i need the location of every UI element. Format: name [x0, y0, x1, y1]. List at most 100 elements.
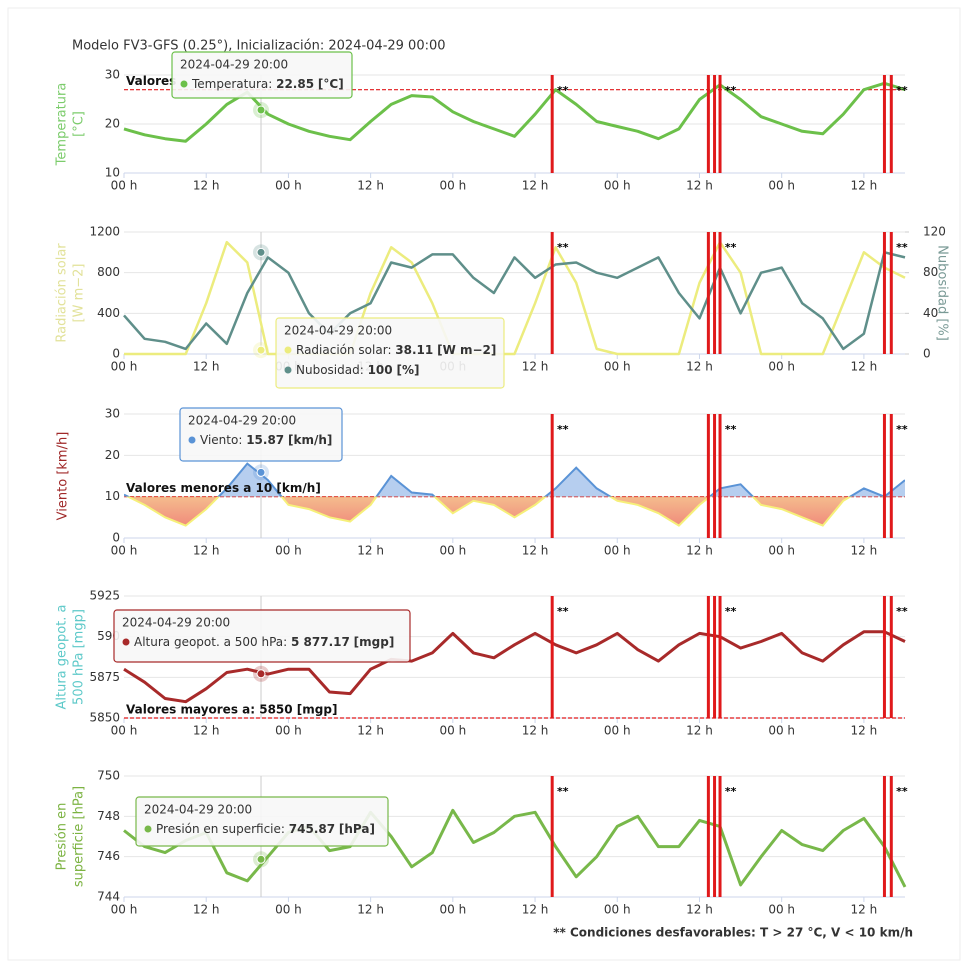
x-tick-label: 12 h: [193, 544, 220, 558]
tooltip-value: 745.87: [289, 822, 335, 836]
alert-label: **: [725, 605, 737, 618]
hover-point: [256, 345, 266, 355]
y-tick-label: 5925: [89, 589, 120, 603]
x-tick-label: 12 h: [193, 360, 220, 374]
tooltip-sep: :: [268, 77, 276, 91]
x-tick-label: 00 h: [275, 903, 302, 917]
threshold-label: Valores menores a 10 [km/h]: [126, 481, 321, 495]
tooltip-item: Presión en superficie: 745.87 [hPa]: [156, 822, 375, 836]
x-tick-label: 00 h: [604, 724, 631, 738]
tooltip-item: Temperatura: 22.85 [°C]: [191, 77, 344, 91]
alert-label: **: [896, 84, 908, 97]
tooltip-dot: [188, 436, 196, 444]
tooltip-box: [179, 407, 343, 462]
x-tick-label: 00 h: [111, 724, 138, 738]
tooltip-item: Radiación solar: 38.11 [W m−2]: [296, 343, 496, 357]
x-tick-label: 00 h: [768, 179, 795, 193]
x-tick-label: 12 h: [193, 179, 220, 193]
tooltip-sep: :: [238, 433, 246, 447]
tooltip-value: 100: [368, 363, 393, 377]
hover-point: [256, 105, 266, 115]
x-tick-label: 00 h: [111, 544, 138, 558]
y-tick-label: 10: [105, 166, 120, 180]
tooltip-item: Nubosidad: 100 [%]: [296, 363, 419, 377]
x-tick-label: 00 h: [604, 360, 631, 374]
x-tick-label: 12 h: [686, 903, 713, 917]
y-tick-label: 750: [97, 769, 120, 783]
x-tick-label: 00 h: [604, 179, 631, 193]
x-tick-label: 12 h: [522, 903, 549, 917]
y-tick-label: 10: [105, 489, 120, 503]
x-tick-label: 00 h: [275, 724, 302, 738]
alert-label: **: [557, 84, 569, 97]
series-line: [124, 240, 906, 356]
y-tick-label: 0: [112, 347, 120, 361]
y-axis-title: [W m−2]: [72, 264, 87, 323]
y-axis-title: Radiación solar: [55, 243, 70, 343]
tooltip-value: 15.87: [246, 433, 284, 447]
tooltip-item: Viento: 15.87 [km/h]: [200, 433, 332, 447]
x-tick-label: 00 h: [111, 360, 138, 374]
x-tick-label: 00 h: [439, 544, 466, 558]
tooltip-name: Viento: [200, 433, 238, 447]
x-tick-label: 12 h: [686, 179, 713, 193]
hover-point: [256, 467, 266, 477]
x-tick-label: 12 h: [851, 724, 878, 738]
alert-label: **: [725, 84, 737, 97]
threshold-label: Valores: [126, 74, 176, 88]
y-tick-label: 5875: [89, 670, 120, 684]
x-tick-label: 00 h: [439, 903, 466, 917]
y-axis-title: 500 hPa [mgp]: [72, 609, 87, 705]
threshold-label: Valores mayores a: 5850 [mgp]: [126, 703, 337, 717]
y-tick-label: 5850: [89, 711, 120, 725]
tooltip-box: [135, 796, 389, 847]
x-tick-label: 12 h: [357, 179, 384, 193]
alert-label: **: [557, 785, 569, 798]
y-tick-label: 748: [97, 809, 120, 823]
alert-label: **: [896, 423, 908, 436]
x-tick-label: 12 h: [851, 544, 878, 558]
y-tick-label: 1200: [89, 225, 120, 239]
x-tick-label: 12 h: [357, 724, 384, 738]
y-tick-label: 744: [97, 890, 120, 904]
x-tick-label: 00 h: [604, 544, 631, 558]
alert-label: **: [557, 605, 569, 618]
tooltip-unit: [mgp]: [354, 635, 395, 649]
x-tick-label: 12 h: [522, 179, 549, 193]
y-axis-title: Presión en: [55, 803, 70, 871]
y-tick-label: 30: [105, 68, 120, 82]
tooltip-value: 22.85: [276, 77, 314, 91]
area-below: [124, 496, 905, 526]
page-title: Modelo FV3-GFS (0.25°), Inicialización: …: [72, 39, 446, 54]
x-tick-label: 00 h: [439, 179, 466, 193]
y-tick-label: 0: [112, 531, 120, 545]
y-tick-label: 746: [97, 849, 120, 863]
footnote: ** Condiciones desfavorables: T > 27 °C,…: [553, 926, 913, 940]
y-tick-label: 20: [105, 117, 120, 131]
tooltip-dot: [284, 366, 292, 374]
alert-label: **: [896, 785, 908, 798]
tooltip-value: 38.11: [395, 343, 433, 357]
x-tick-label: 12 h: [851, 903, 878, 917]
y2-tick-label: 0: [923, 347, 931, 361]
tooltip-sep: :: [283, 635, 291, 649]
tooltip-sep: :: [387, 343, 395, 357]
frame: [7, 7, 961, 961]
y2-axis-title: Nubosidad [%]: [935, 245, 950, 341]
tooltip-unit: [°C]: [318, 77, 344, 91]
y2-tick-label: 120: [923, 225, 946, 239]
x-tick-label: 12 h: [686, 360, 713, 374]
tooltip-unit: [km/h]: [288, 433, 332, 447]
tooltip-dot: [284, 346, 292, 354]
alert-label: **: [896, 605, 908, 618]
x-tick-label: 12 h: [686, 544, 713, 558]
y-tick-label: 20: [105, 448, 120, 462]
tooltip-box: [275, 317, 505, 389]
line-above: [124, 462, 905, 497]
alert-label: **: [725, 423, 737, 436]
y-axis-title: Temperatura: [55, 83, 70, 167]
hover-point: [256, 669, 266, 679]
tooltip-unit: [%]: [396, 363, 419, 377]
tooltip-sep: :: [360, 363, 368, 377]
